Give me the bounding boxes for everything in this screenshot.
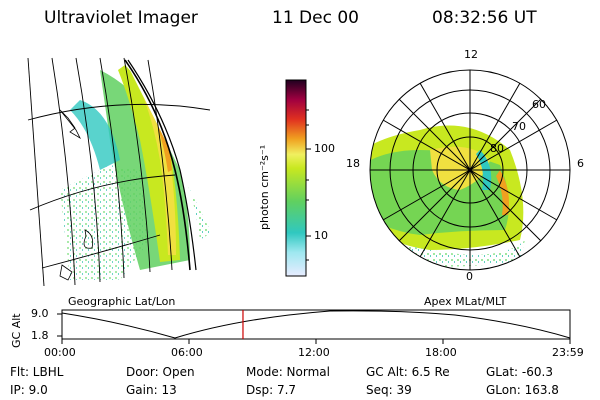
time-tick-0000: 00:00 bbox=[44, 346, 76, 359]
colorbar-tick-10: 10 bbox=[314, 229, 328, 242]
polar-plot bbox=[369, 69, 571, 271]
filter-info: Flt: LBHL bbox=[10, 365, 64, 379]
left-panel-caption: Geographic Lat/Lon bbox=[68, 295, 176, 308]
seq-info: Seq: 39 bbox=[366, 383, 412, 397]
mode-info: Mode: Normal bbox=[246, 365, 330, 379]
colorbar-unit-label: photon cm⁻²s⁻¹ bbox=[258, 144, 271, 230]
geographic-map bbox=[27, 57, 215, 287]
colorbar-tick-100: 100 bbox=[314, 142, 335, 155]
mlat-label-80: 80 bbox=[490, 142, 504, 155]
gc-alt-info: GC Alt: 6.5 Re bbox=[366, 365, 450, 379]
door-info: Door: Open bbox=[126, 365, 195, 379]
altitude-axis-title: GC Alt bbox=[10, 313, 23, 348]
mlt-label-6: 6 bbox=[577, 157, 584, 170]
mlt-label-12: 12 bbox=[464, 48, 478, 61]
altitude-plot bbox=[57, 309, 571, 344]
time-tick-1200: 12:00 bbox=[298, 346, 330, 359]
time-tick-1800: 18:00 bbox=[425, 346, 457, 359]
dsp-info: Dsp: 7.7 bbox=[246, 383, 297, 397]
time-tick-0600: 06:00 bbox=[171, 346, 203, 359]
instrument-title: Ultraviolet Imager bbox=[44, 8, 198, 28]
glon-info: GLon: 163.8 bbox=[486, 383, 559, 397]
altitude-tick-high: 9.0 bbox=[31, 307, 49, 320]
date-label: 11 Dec 00 bbox=[272, 8, 359, 28]
mlt-label-0: 0 bbox=[466, 270, 473, 283]
colorbar bbox=[285, 79, 311, 277]
gain-info: Gain: 13 bbox=[126, 383, 177, 397]
mlat-label-70: 70 bbox=[512, 120, 526, 133]
time-label: 08:32:56 UT bbox=[432, 8, 537, 28]
altitude-tick-low: 1.8 bbox=[31, 329, 49, 342]
ip-info: IP: 9.0 bbox=[10, 383, 48, 397]
glat-info: GLat: -60.3 bbox=[486, 365, 553, 379]
mlt-label-18: 18 bbox=[346, 157, 360, 170]
mlat-label-60: 60 bbox=[532, 98, 546, 111]
time-tick-2359: 23:59 bbox=[552, 346, 584, 359]
right-panel-caption: Apex MLat/MLT bbox=[424, 295, 507, 308]
